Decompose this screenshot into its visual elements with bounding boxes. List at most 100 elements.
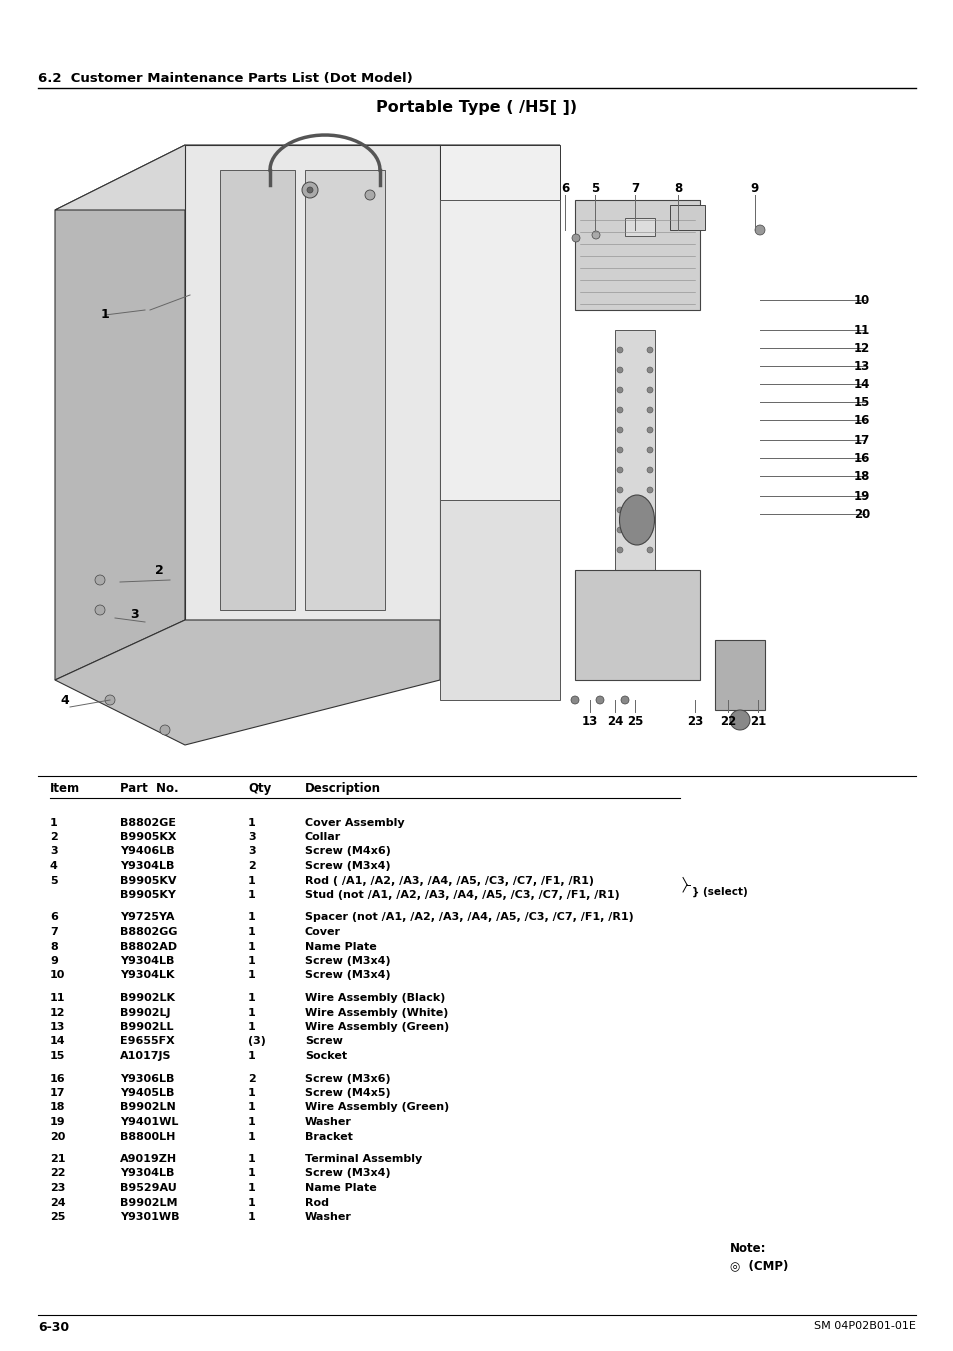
Text: Y9401WL: Y9401WL xyxy=(120,1117,178,1127)
Text: 19: 19 xyxy=(853,489,869,503)
Text: 20: 20 xyxy=(853,508,869,520)
Text: 16: 16 xyxy=(50,1074,66,1084)
Text: 1: 1 xyxy=(248,1008,255,1017)
Circle shape xyxy=(646,507,652,513)
Text: Washer: Washer xyxy=(305,1117,352,1127)
Circle shape xyxy=(572,234,579,242)
Text: Wire Assembly (White): Wire Assembly (White) xyxy=(305,1008,448,1017)
Circle shape xyxy=(160,725,170,735)
Text: Terminal Assembly: Terminal Assembly xyxy=(305,1154,422,1165)
Text: 14: 14 xyxy=(853,377,869,390)
Circle shape xyxy=(617,386,622,393)
Text: 1: 1 xyxy=(248,957,255,966)
Text: 14: 14 xyxy=(50,1036,66,1047)
Circle shape xyxy=(646,386,652,393)
Text: 2: 2 xyxy=(248,1074,255,1084)
Text: Wire Assembly (Black): Wire Assembly (Black) xyxy=(305,993,445,1002)
Circle shape xyxy=(617,486,622,493)
Circle shape xyxy=(617,527,622,534)
Text: A1017JS: A1017JS xyxy=(120,1051,172,1061)
Text: Screw (M3x4): Screw (M3x4) xyxy=(305,970,390,981)
Text: Screw (M3x4): Screw (M3x4) xyxy=(305,957,390,966)
Bar xyxy=(669,205,704,230)
Circle shape xyxy=(571,696,578,704)
Ellipse shape xyxy=(618,494,654,544)
Text: 1: 1 xyxy=(248,927,255,938)
Circle shape xyxy=(596,696,603,704)
Text: 2: 2 xyxy=(50,832,58,842)
Text: 7: 7 xyxy=(630,182,639,195)
Text: 2: 2 xyxy=(248,861,255,871)
Text: 23: 23 xyxy=(50,1183,66,1193)
Text: 1: 1 xyxy=(248,1183,255,1193)
Circle shape xyxy=(646,427,652,434)
Text: 24: 24 xyxy=(50,1197,66,1208)
Text: Y9405LB: Y9405LB xyxy=(120,1088,174,1098)
Text: 25: 25 xyxy=(50,1212,66,1223)
Circle shape xyxy=(646,527,652,534)
Text: 9: 9 xyxy=(750,182,759,195)
Text: 1: 1 xyxy=(248,875,255,885)
Text: 3: 3 xyxy=(130,608,138,621)
Text: Y9725YA: Y9725YA xyxy=(120,912,174,923)
Text: 1: 1 xyxy=(248,1051,255,1061)
Polygon shape xyxy=(575,570,700,680)
Text: 19: 19 xyxy=(50,1117,66,1127)
Text: 3: 3 xyxy=(248,847,255,857)
Bar xyxy=(624,218,655,236)
Circle shape xyxy=(105,694,115,705)
Text: 25: 25 xyxy=(626,715,642,728)
Text: B9902LN: B9902LN xyxy=(120,1102,175,1112)
Circle shape xyxy=(617,407,622,413)
Text: 3: 3 xyxy=(248,832,255,842)
Text: 12: 12 xyxy=(50,1008,66,1017)
Text: Wire Assembly (Green): Wire Assembly (Green) xyxy=(305,1102,449,1112)
Text: 1: 1 xyxy=(100,308,110,322)
Text: Y9304LK: Y9304LK xyxy=(120,970,174,981)
Text: 1: 1 xyxy=(248,1021,255,1032)
Polygon shape xyxy=(439,145,559,580)
Circle shape xyxy=(646,347,652,353)
Polygon shape xyxy=(55,145,185,680)
Text: 21: 21 xyxy=(50,1154,66,1165)
Text: 1: 1 xyxy=(248,942,255,951)
Text: 13: 13 xyxy=(581,715,598,728)
Bar xyxy=(714,640,764,711)
Text: 6.2  Customer Maintenance Parts List (Dot Model): 6.2 Customer Maintenance Parts List (Dot… xyxy=(38,72,413,85)
Text: B9905KV: B9905KV xyxy=(120,875,176,885)
Text: 1: 1 xyxy=(248,1212,255,1223)
Text: 16: 16 xyxy=(853,451,869,465)
Circle shape xyxy=(646,467,652,473)
Circle shape xyxy=(617,507,622,513)
Circle shape xyxy=(617,447,622,453)
Text: B9902LM: B9902LM xyxy=(120,1197,177,1208)
Text: B9902LL: B9902LL xyxy=(120,1021,173,1032)
Text: Screw: Screw xyxy=(305,1036,342,1047)
Text: 23: 23 xyxy=(686,715,702,728)
Text: 10: 10 xyxy=(853,293,869,307)
Polygon shape xyxy=(55,620,439,744)
Circle shape xyxy=(754,226,764,235)
Text: Y9304LB: Y9304LB xyxy=(120,957,174,966)
Circle shape xyxy=(617,427,622,434)
Text: 1: 1 xyxy=(248,1132,255,1142)
Text: B9902LK: B9902LK xyxy=(120,993,174,1002)
Circle shape xyxy=(592,231,599,239)
Text: Bracket: Bracket xyxy=(305,1132,353,1142)
Text: Name Plate: Name Plate xyxy=(305,1183,376,1193)
Text: B8802AD: B8802AD xyxy=(120,942,177,951)
Text: 1: 1 xyxy=(248,993,255,1002)
Text: 6-30: 6-30 xyxy=(38,1321,69,1333)
Text: 13: 13 xyxy=(50,1021,66,1032)
Text: Description: Description xyxy=(305,782,380,794)
Text: Portable Type ( /H5[ ]): Portable Type ( /H5[ ]) xyxy=(376,100,577,115)
Text: Stud (not /A1, /A2, /A3, /A4, /A5, /C3, /C7, /F1, /R1): Stud (not /A1, /A2, /A3, /A4, /A5, /C3, … xyxy=(305,890,619,900)
Text: 21: 21 xyxy=(749,715,765,728)
Text: Note:: Note: xyxy=(729,1242,765,1255)
Text: Qty: Qty xyxy=(248,782,271,794)
Text: Rod: Rod xyxy=(305,1197,329,1208)
Text: 17: 17 xyxy=(50,1088,66,1098)
Text: Collar: Collar xyxy=(305,832,341,842)
Text: Wire Assembly (Green): Wire Assembly (Green) xyxy=(305,1021,449,1032)
Text: 13: 13 xyxy=(853,359,869,373)
